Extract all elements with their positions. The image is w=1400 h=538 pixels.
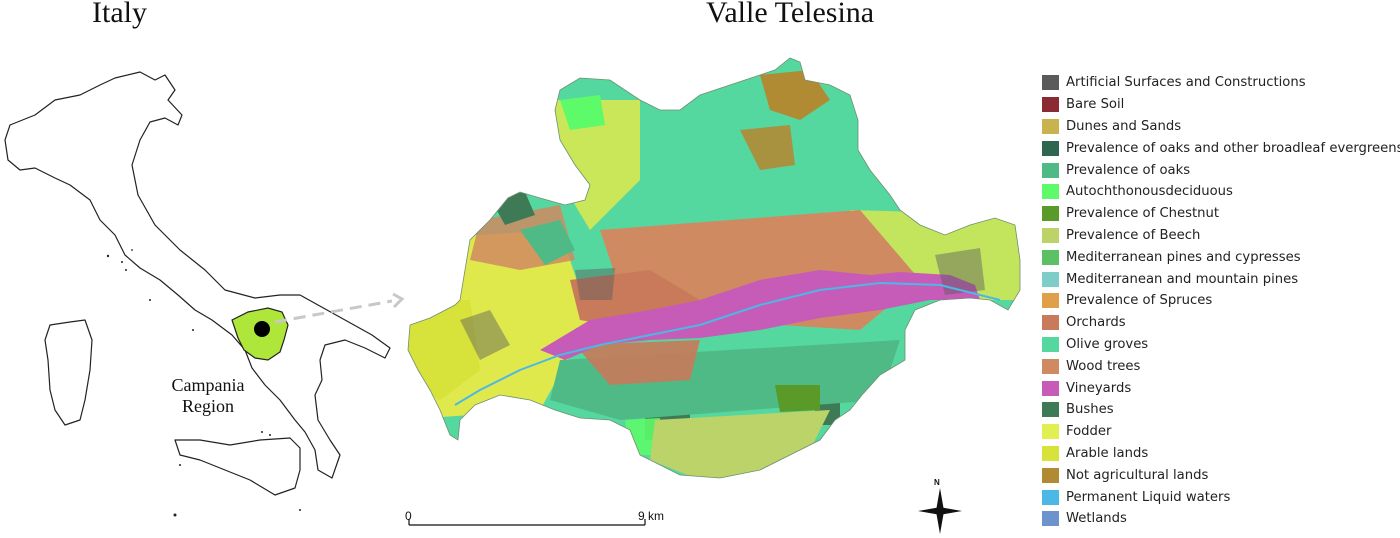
compass-rose-icon bbox=[918, 488, 962, 534]
sicily bbox=[174, 437, 301, 496]
legend-item: Wetlands bbox=[1042, 508, 1400, 530]
legend-label: Bushes bbox=[1066, 402, 1114, 418]
legend-item: Bushes bbox=[1042, 399, 1400, 421]
legend-label: Prevalence of Spruces bbox=[1066, 293, 1213, 309]
legend-item: Dunes and Sands bbox=[1042, 116, 1400, 138]
legend-swatch bbox=[1042, 97, 1059, 113]
legend-item: Orchards bbox=[1042, 312, 1400, 334]
legend-label: Dunes and Sands bbox=[1066, 118, 1182, 134]
legend-swatch bbox=[1042, 402, 1059, 418]
legend-swatch bbox=[1042, 424, 1059, 440]
legend-swatch bbox=[1042, 227, 1059, 243]
legend-item: Wood trees bbox=[1042, 355, 1400, 377]
legend-swatch bbox=[1042, 315, 1059, 331]
legend-item: Olive groves bbox=[1042, 334, 1400, 356]
valle-telesina-marker bbox=[254, 321, 270, 337]
legend-label: Vineyards bbox=[1066, 380, 1132, 396]
italy-outline bbox=[4, 71, 391, 496]
valle-telesina-map bbox=[408, 58, 1020, 478]
zone-artificial-1 bbox=[460, 310, 510, 360]
legend-item: Prevalence of oaks bbox=[1042, 159, 1400, 181]
legend-item: Artificial Surfaces and Constructions bbox=[1042, 72, 1400, 94]
legend-label: Wetlands bbox=[1066, 511, 1127, 527]
legend-label: Permanent Liquid waters bbox=[1066, 489, 1231, 505]
legend-item: Permanent Liquid waters bbox=[1042, 486, 1400, 508]
legend-item: Mediterranean pines and cypresses bbox=[1042, 246, 1400, 268]
region-label-line2: Region bbox=[182, 396, 234, 416]
legend-swatch bbox=[1042, 358, 1059, 374]
zone-chestnut bbox=[775, 385, 820, 412]
legend-label: Artificial Surfaces and Constructions bbox=[1066, 75, 1306, 91]
legend-label: Not agricultural lands bbox=[1066, 467, 1209, 483]
legend-label: Prevalence of oaks bbox=[1066, 162, 1191, 178]
legend-swatch bbox=[1042, 293, 1059, 309]
legend-swatch bbox=[1042, 140, 1059, 156]
legend-swatch bbox=[1042, 467, 1059, 483]
legend-swatch bbox=[1042, 249, 1059, 265]
valle-telesina-title: Valle Telesina bbox=[706, 0, 875, 29]
legend-label: Mediterranean and mountain pines bbox=[1066, 271, 1299, 287]
north-label: N bbox=[934, 478, 940, 487]
legend-item: Vineyards bbox=[1042, 377, 1400, 399]
legend-swatch bbox=[1042, 445, 1059, 461]
legend-label: Prevalence of Chestnut bbox=[1066, 206, 1220, 222]
legend-item: Prevalence of Chestnut bbox=[1042, 203, 1400, 225]
legend-swatch bbox=[1042, 271, 1059, 287]
legend-swatch bbox=[1042, 162, 1059, 178]
zone-notagri-north bbox=[760, 70, 830, 120]
italy-title: Italy bbox=[92, 0, 147, 29]
scale-end-label: 9 km bbox=[638, 509, 665, 523]
legend-label: Prevalence of oaks and other broadleaf e… bbox=[1066, 140, 1400, 156]
scale-start-label: 0 bbox=[405, 509, 412, 523]
zone-olive-north bbox=[560, 60, 920, 250]
legend-label: Olive groves bbox=[1066, 336, 1149, 352]
zone-artificial-3 bbox=[935, 248, 985, 295]
legend-item: Prevalence of Spruces bbox=[1042, 290, 1400, 312]
small-islands bbox=[106, 249, 301, 517]
legend-swatch bbox=[1042, 489, 1059, 505]
dashed-arrow bbox=[274, 292, 405, 324]
zone-autochthonous bbox=[560, 95, 605, 130]
scale-bar bbox=[408, 519, 646, 526]
legend-item: Prevalence of Beech bbox=[1042, 225, 1400, 247]
legend-swatch bbox=[1042, 336, 1059, 352]
legend-item: Not agricultural lands bbox=[1042, 464, 1400, 486]
legend-item: Prevalence of oaks and other broadleaf e… bbox=[1042, 137, 1400, 159]
zone-beech bbox=[650, 410, 830, 478]
campania-region-label: Campania Region bbox=[158, 375, 258, 417]
legend-label: Arable lands bbox=[1066, 445, 1149, 461]
legend-item: Fodder bbox=[1042, 421, 1400, 443]
legend-label: Mediterranean pines and cypresses bbox=[1066, 249, 1301, 265]
zone-oaks-west bbox=[520, 220, 575, 265]
legend-item: Mediterranean and mountain pines bbox=[1042, 268, 1400, 290]
legend-swatch bbox=[1042, 184, 1059, 200]
river bbox=[454, 281, 1001, 406]
legend-label: Prevalence of Beech bbox=[1066, 227, 1201, 243]
legend-label: Fodder bbox=[1066, 424, 1112, 440]
legend-item: Autochthonousdeciduous bbox=[1042, 181, 1400, 203]
legend-item: Bare Soil bbox=[1042, 94, 1400, 116]
region-label-line1: Campania bbox=[171, 375, 245, 395]
legend-swatch bbox=[1042, 380, 1059, 396]
legend-label: Orchards bbox=[1066, 315, 1126, 331]
zone-notagri-north2 bbox=[740, 125, 795, 170]
legend-item: Arable lands bbox=[1042, 443, 1400, 465]
sardinia bbox=[44, 319, 93, 426]
zone-vineyards bbox=[540, 270, 980, 360]
legend-label: Wood trees bbox=[1066, 358, 1141, 374]
italy-mainland bbox=[4, 71, 391, 479]
legend-swatch bbox=[1042, 511, 1059, 527]
legend-label: Bare Soil bbox=[1066, 97, 1125, 113]
legend-label: Autochthonousdeciduous bbox=[1066, 184, 1233, 200]
land-cover-legend: Artificial Surfaces and Constructions Bar… bbox=[1042, 72, 1400, 530]
legend-swatch bbox=[1042, 206, 1059, 222]
legend-swatch bbox=[1042, 118, 1059, 134]
legend-swatch bbox=[1042, 75, 1059, 91]
valle-telesina-border bbox=[407, 57, 1021, 479]
zone-artificial-2 bbox=[575, 268, 615, 300]
zone-orchards-south bbox=[575, 340, 700, 385]
